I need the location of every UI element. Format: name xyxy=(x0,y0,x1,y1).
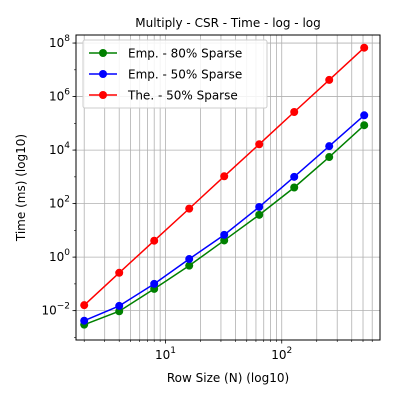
x-tick-label: 102 xyxy=(271,346,292,362)
chart-title: Multiply - CSR - Time - log - log xyxy=(135,16,321,30)
legend: Emp. - 80% Sparse Emp. - 50% Sparse The. -… xyxy=(82,39,268,109)
y-tick-label: 108 xyxy=(49,34,70,50)
data-point xyxy=(185,204,194,213)
data-point xyxy=(325,75,334,84)
data-point xyxy=(185,261,194,270)
data-point xyxy=(150,279,159,288)
plot-frame xyxy=(75,34,381,341)
data-point xyxy=(255,210,264,219)
y-tick-label: 100 xyxy=(49,248,70,264)
data-point xyxy=(220,172,229,181)
legend-box xyxy=(82,39,268,109)
series-lines xyxy=(80,43,369,329)
y-axis-label: Time (ms) (log10) xyxy=(14,134,28,242)
x-tick-label: 101 xyxy=(155,346,176,362)
data-point xyxy=(290,172,299,181)
y-axis: 10−2 100 102 104 106 108 xyxy=(41,34,76,338)
data-point xyxy=(220,236,229,245)
y-tick-label: 104 xyxy=(49,141,70,157)
legend-swatch-marker xyxy=(99,49,107,57)
legend-label: The. - 50% Sparse xyxy=(127,89,238,103)
data-point xyxy=(290,108,299,117)
series-line-1 xyxy=(83,114,365,322)
legend-label: Emp. - 80% Sparse xyxy=(128,47,242,61)
y-tick-label: 102 xyxy=(49,195,70,211)
x-axis-label: Row Size (N) (log10) xyxy=(167,371,289,385)
y-tick-label: 10−2 xyxy=(41,302,70,318)
data-point xyxy=(255,140,264,149)
data-point xyxy=(290,183,299,192)
data-point xyxy=(255,202,264,211)
series-line-0 xyxy=(83,124,365,326)
data-point xyxy=(360,111,369,120)
data-point xyxy=(80,301,89,310)
legend-swatch-marker xyxy=(99,70,107,78)
data-point xyxy=(325,142,334,151)
data-point xyxy=(220,230,229,239)
legend-label: Emp. - 50% Sparse xyxy=(128,68,242,82)
data-point xyxy=(360,121,369,130)
data-point xyxy=(150,236,159,245)
data-point xyxy=(325,153,334,162)
data-point xyxy=(115,301,124,310)
y-tick-label: 106 xyxy=(49,88,70,104)
data-point xyxy=(115,268,124,277)
x-axis: 101 102 xyxy=(83,340,373,362)
data-point xyxy=(185,255,194,264)
legend-swatch-marker xyxy=(99,91,107,99)
data-point xyxy=(360,43,369,52)
data-point xyxy=(80,316,89,325)
